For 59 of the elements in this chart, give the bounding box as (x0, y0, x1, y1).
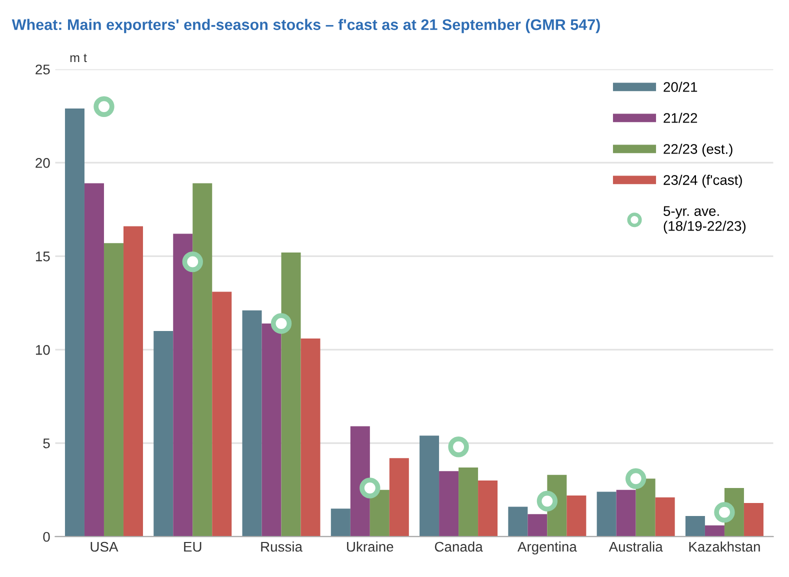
legend-label: 20/21 (664, 82, 698, 92)
legend-label: 23/24 (f'cast) (664, 174, 742, 188)
point (625, 468, 646, 490)
bar (458, 467, 478, 537)
point (714, 502, 735, 523)
bar (596, 492, 616, 537)
bar (616, 490, 636, 537)
x-tick-label: USA (90, 542, 118, 552)
bar (123, 226, 143, 537)
legend-label: 22/23 (est.) (664, 144, 732, 157)
bar (154, 330, 174, 537)
bar (655, 497, 675, 537)
bar (636, 478, 656, 537)
bar (242, 310, 262, 537)
point (182, 251, 203, 272)
y-tick-label: 20 (36, 158, 50, 168)
bar (281, 252, 301, 537)
y-axis-title: m t (70, 54, 87, 62)
bar (192, 183, 212, 537)
point (270, 313, 292, 334)
point (448, 436, 469, 458)
bar (173, 234, 193, 537)
bar (478, 480, 498, 537)
bar (212, 292, 232, 537)
bar (508, 506, 528, 537)
point (94, 96, 114, 117)
bar (439, 471, 459, 537)
y-tick-label: 25 (36, 64, 50, 74)
y-tick-label: 15 (36, 252, 50, 262)
bar (330, 508, 350, 537)
y-tick-label: 10 (36, 344, 50, 355)
bar (84, 183, 104, 537)
bar (64, 108, 84, 537)
bar (704, 525, 724, 537)
bar (566, 495, 586, 537)
x-tick-label: Kazakhstan (689, 541, 760, 552)
bar (389, 458, 409, 537)
bar (104, 243, 124, 537)
legend-label: 5-yr. ave. (18/19-22/23) (664, 206, 746, 234)
bar (744, 502, 764, 537)
point (360, 478, 380, 498)
bar (685, 516, 705, 537)
bar (300, 338, 320, 537)
point (536, 490, 558, 512)
x-tick-label: Australia (608, 541, 663, 552)
bar (528, 514, 548, 537)
x-tick-label: Russia (261, 541, 302, 552)
y-tick-label: 0 (43, 532, 50, 542)
y-tick-label: 5 (43, 438, 50, 448)
bar (350, 426, 370, 537)
x-tick-label: Argentina (517, 541, 577, 554)
bar (420, 436, 440, 537)
legend-label: 21/22 (664, 112, 698, 123)
bar (262, 323, 282, 537)
x-tick-label: Canada (434, 541, 483, 552)
x-tick-label: Ukraine (347, 541, 394, 552)
x-tick-label: EU (184, 542, 202, 552)
bar (370, 490, 390, 537)
chart-title: Wheat: Main exporters' end-season stocks – f'cast as at 21 September (GMR 547) (12, 18, 600, 34)
